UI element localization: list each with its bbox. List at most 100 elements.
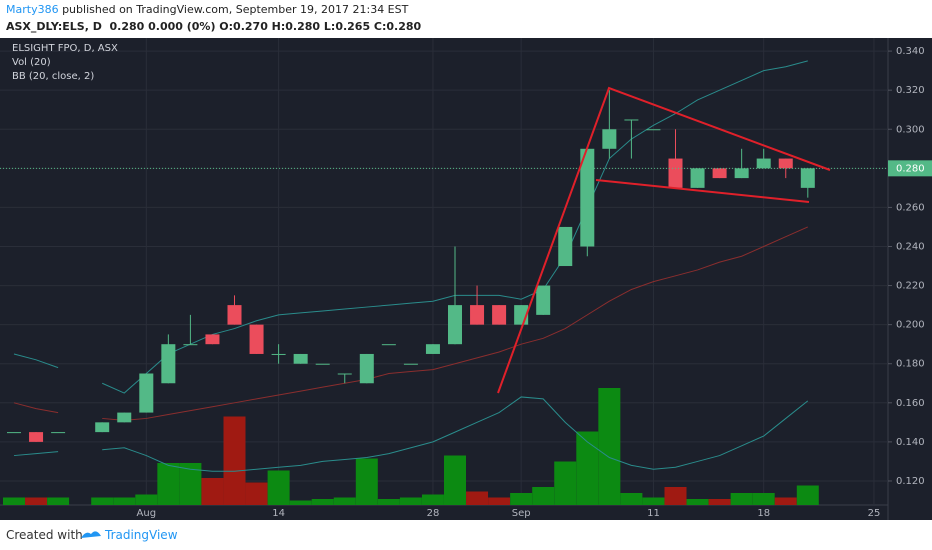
- volume-bar: [289, 500, 312, 505]
- volume-bar: [466, 491, 489, 505]
- candle-body: [337, 373, 352, 375]
- volume-bar: [620, 493, 643, 505]
- y-tick-label: 0.240: [896, 241, 925, 252]
- candle-body: [205, 334, 220, 345]
- candle-body: [7, 432, 21, 434]
- candle-body: [492, 305, 507, 325]
- y-tick-label: 0.320: [896, 85, 925, 96]
- symbol-line: ASX_DLY:ELS, D 0.280 0.000 (0%) O:0.270 …: [6, 20, 422, 33]
- candle-body: [712, 168, 727, 179]
- y-tick-label: 0.300: [896, 124, 925, 135]
- volume-bar: [135, 494, 158, 505]
- candle-body: [139, 373, 154, 413]
- volume-bar: [708, 499, 731, 505]
- legend-entry: BB (20, close, 2): [12, 71, 94, 82]
- header: Marty386 published on TradingView.com, S…: [0, 0, 932, 38]
- candle-body: [778, 158, 793, 169]
- volume-bar: [598, 388, 621, 505]
- marks: 0.280: [0, 60, 932, 505]
- x-tick-label: Aug: [137, 508, 157, 519]
- candle-body: [448, 305, 462, 345]
- created-with: Created with: [6, 528, 83, 542]
- x-tick-label: Sep: [512, 508, 531, 519]
- volume-bar: [488, 497, 511, 505]
- candle-body: [624, 119, 639, 121]
- trendlines: [497, 86, 831, 394]
- volume-bar: [3, 497, 25, 505]
- candle-body: [734, 168, 749, 179]
- chart: 0.120 0.140 0.160 0.180 0.200 0.220 0.240 0.260…: [0, 38, 932, 520]
- candle-body: [183, 344, 198, 346]
- candle-body: [558, 226, 573, 267]
- volume-bar: [91, 497, 114, 505]
- volume-bar: [752, 493, 775, 505]
- x-tick-label: 11: [647, 508, 660, 519]
- candle-body: [381, 344, 396, 346]
- volume-bar: [355, 458, 378, 505]
- volume-bar: [642, 497, 665, 505]
- volume-bar: [576, 431, 599, 505]
- volume-bar: [399, 497, 422, 505]
- volume-bar: [774, 497, 797, 505]
- x-tick-label: 25: [868, 508, 881, 519]
- candle-body: [470, 305, 485, 325]
- publish-line: Marty386 published on TradingView.com, S…: [6, 3, 408, 16]
- y-tick-label: 0.120: [896, 476, 925, 487]
- volume-bar: [377, 499, 400, 505]
- band-line: [13, 451, 59, 457]
- y-tick-label: 0.160: [896, 398, 925, 409]
- band-line: [13, 353, 59, 369]
- candle-body: [602, 129, 617, 149]
- volume-bar: [113, 497, 136, 505]
- candle-body: [271, 353, 286, 355]
- candle-body: [29, 432, 44, 442]
- candle-body: [646, 129, 661, 131]
- volume-bar: [157, 463, 180, 505]
- volume-bar: [444, 455, 466, 505]
- x-tick-label: 14: [272, 508, 285, 519]
- volume-bar: [796, 485, 819, 505]
- x-tick-label: 18: [757, 508, 770, 519]
- candle-body: [756, 158, 771, 169]
- author[interactable]: Marty386: [6, 3, 59, 16]
- candle-body: [293, 353, 308, 364]
- y-tick-label: 0.180: [896, 359, 925, 370]
- volume-bar: [311, 499, 334, 505]
- candle-body: [227, 305, 242, 325]
- candle-body: [95, 422, 110, 433]
- volume-bar: [421, 494, 444, 505]
- candle-body: [580, 148, 595, 247]
- x-tick-label: 28: [427, 508, 440, 519]
- legend-entry: Vol (20): [12, 57, 51, 68]
- candle-body: [800, 168, 815, 188]
- volume-bar: [686, 499, 709, 505]
- price-label: 0.280: [896, 163, 925, 174]
- volume-bar: [245, 482, 268, 505]
- candle-body: [536, 285, 551, 315]
- candle-body: [690, 168, 705, 188]
- published: published on TradingView.com, September …: [62, 3, 409, 16]
- candle-body: [359, 353, 374, 384]
- volume-bar: [510, 493, 533, 505]
- volume-bar: [201, 478, 224, 505]
- volume-bar: [532, 487, 555, 505]
- volume-bar: [25, 497, 48, 505]
- band-line: [102, 226, 809, 421]
- volume-bar: [267, 470, 290, 505]
- candle-body: [161, 344, 176, 384]
- volume-bar: [223, 416, 246, 505]
- volume-bar: [554, 461, 577, 505]
- volume-bar: [664, 487, 687, 505]
- trendline: [595, 179, 810, 203]
- brand[interactable]: TradingView: [105, 528, 178, 542]
- volume-bar: [47, 497, 70, 505]
- legend: ELSIGHT FPO, D, ASX Vol (20) BB (20, close…: [12, 43, 118, 82]
- footer: Created with TradingView: [0, 520, 932, 550]
- chart-bg: [0, 38, 932, 520]
- y-tick-label: 0.220: [896, 281, 925, 292]
- candle-body: [403, 363, 418, 365]
- price-label-bg: [888, 160, 932, 177]
- band-line: [13, 402, 59, 414]
- candle-body: [117, 412, 132, 423]
